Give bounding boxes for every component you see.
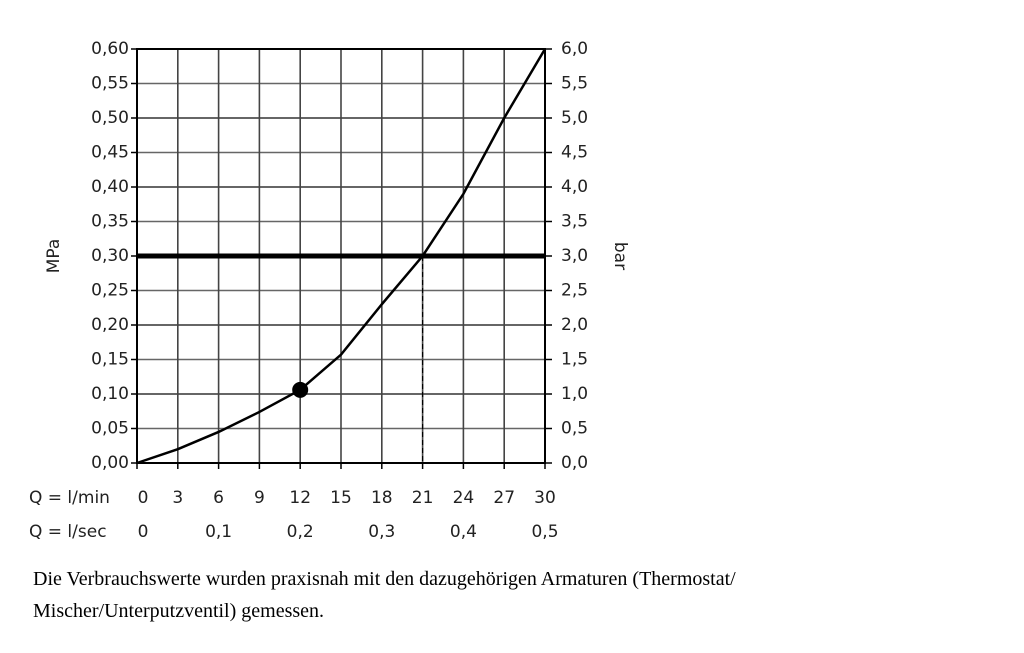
x-tick-label: 12 <box>289 488 311 508</box>
curve <box>136 48 547 465</box>
y-tick-label: 0,45 <box>91 143 129 163</box>
y-tick-label: 0,00 <box>91 453 129 473</box>
y2-tick-label: 3,0 <box>561 246 588 266</box>
y2-tick-label: 1,5 <box>561 350 588 370</box>
caption-line: Mischer/Unterputzventil) gemessen. <box>33 600 325 622</box>
y2-tick-label: 3,5 <box>561 212 588 232</box>
x-tick-label: 27 <box>493 488 515 508</box>
x-tick-label: 30 <box>534 488 556 508</box>
x-tick-label: 24 <box>453 488 475 508</box>
y-tick-label: 0,35 <box>91 212 129 232</box>
y2-axis-label: bar <box>610 242 630 270</box>
x2-tick-label: 0 <box>138 522 149 542</box>
y-tick-label: 0,60 <box>91 39 129 59</box>
x2-tick-label: 0,2 <box>287 522 314 542</box>
y2-tick-label: 4,5 <box>561 143 588 163</box>
x-tick-label: 9 <box>254 488 265 508</box>
y2-tick-label: 5,5 <box>561 74 588 94</box>
x2-tick-label: 0,5 <box>531 522 558 542</box>
y2-tick-label: 0,0 <box>561 453 588 473</box>
chart: MPa bar Q = l/min Q = l/sec 0,000,050,10… <box>29 39 630 542</box>
y-tick-label: 0,40 <box>91 177 129 197</box>
y-tick-label: 0,15 <box>91 350 129 370</box>
y2-tick-label: 5,0 <box>561 108 588 128</box>
y-tick-label: 0,25 <box>91 281 129 301</box>
x-tick-label: 6 <box>213 488 224 508</box>
x-tick-label: 15 <box>330 488 352 508</box>
y-tick-label: 0,30 <box>91 246 129 266</box>
y2-tick-label: 0,5 <box>561 419 588 439</box>
y-axis-label: MPa <box>44 239 64 274</box>
y2-tick-label: 2,5 <box>561 281 588 301</box>
y2-tick-label: 4,0 <box>561 177 588 197</box>
x-tick-label: 3 <box>172 488 183 508</box>
x2-axis-label: Q = l/sec <box>29 522 107 542</box>
y2-tick-label: 2,0 <box>561 315 588 335</box>
caption-line: Die Verbrauchswerte wurden praxisnah mit… <box>33 568 736 590</box>
x-axis-label: Q = l/min <box>29 488 110 508</box>
y-tick-label: 0,05 <box>91 419 129 439</box>
y2-tick-label: 6,0 <box>561 39 588 59</box>
x2-tick-label: 0,4 <box>450 522 477 542</box>
x-tick-label: 18 <box>371 488 393 508</box>
y-tick-label: 0,50 <box>91 108 129 128</box>
y-tick-label: 0,20 <box>91 315 129 335</box>
y-tick-label: 0,55 <box>91 74 129 94</box>
x-tick-label: 0 <box>138 488 149 508</box>
y-tick-label: 0,10 <box>91 384 129 404</box>
y2-tick-label: 1,0 <box>561 384 588 404</box>
x-tick-label: 21 <box>412 488 434 508</box>
x2-tick-label: 0,1 <box>205 522 232 542</box>
marker-point <box>292 381 309 398</box>
x2-tick-label: 0,3 <box>368 522 395 542</box>
